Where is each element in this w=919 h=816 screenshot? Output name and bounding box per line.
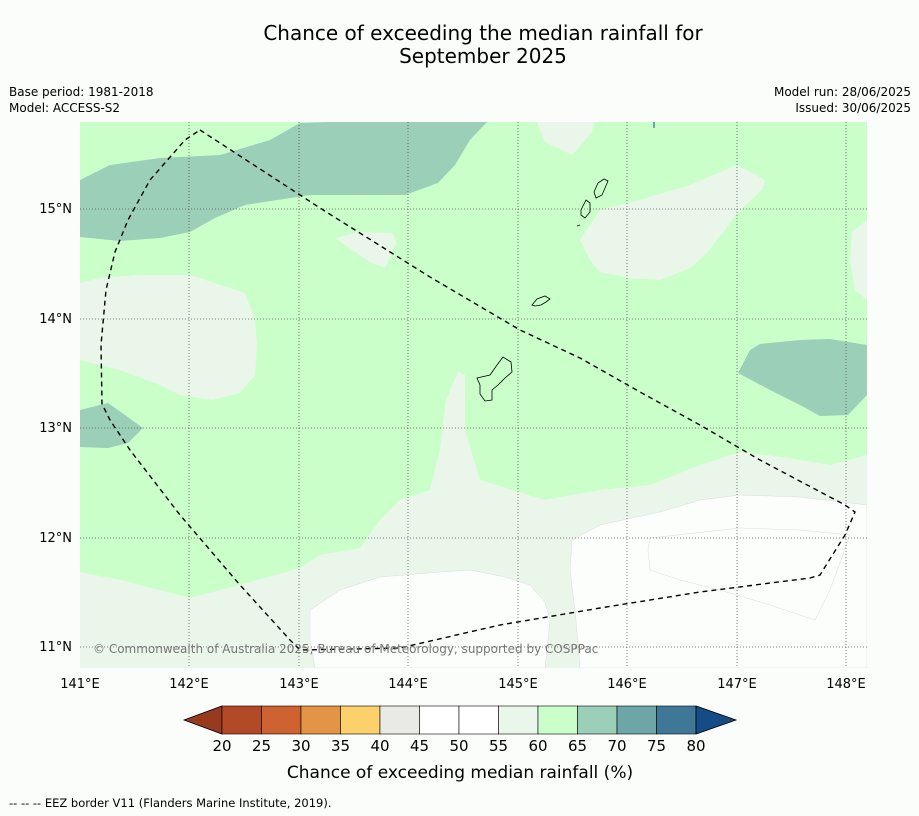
colorbar-tick-label: 70 xyxy=(607,737,626,755)
map-area: © Commonwealth of Australia 2025, Bureau… xyxy=(80,122,867,668)
contour-band-65-70-west xyxy=(80,403,143,448)
colorbar-cell xyxy=(498,705,539,735)
colorbar-cell xyxy=(379,705,420,735)
colorbar-cell xyxy=(419,705,460,735)
contour-band-55-60-northeast xyxy=(580,165,765,280)
colorbar-tick-label: 60 xyxy=(528,737,547,755)
meta-left: Base period: 1981-2018 Model: ACCESS-S2 xyxy=(9,84,154,116)
map-title: Chance of exceeding the median rainfall … xyxy=(0,22,919,68)
colorbar-cell xyxy=(616,705,657,735)
contour-band-55-60-patch xyxy=(335,232,396,268)
copyright-notice: © Commonwealth of Australia 2025, Bureau… xyxy=(93,642,598,656)
colorbar-tick-label: 55 xyxy=(489,737,508,755)
lat-tick-13: 13°N xyxy=(39,421,72,436)
colorbar-tick-label: 50 xyxy=(449,737,468,755)
lat-tick-11: 11°N xyxy=(39,640,72,655)
contour-band-70-75-speck xyxy=(653,122,655,128)
colorbar-cell xyxy=(300,705,341,735)
contour-band-50-55-south xyxy=(309,569,551,668)
lat-tick-14: 14°N xyxy=(39,312,72,327)
contour-band-50-55-inner xyxy=(647,527,851,621)
island-guam xyxy=(476,356,513,402)
lon-tick-145: 145°E xyxy=(498,677,538,692)
island-tinian xyxy=(580,199,591,219)
lon-tick-147: 147°E xyxy=(717,677,757,692)
base-period: Base period: 1981-2018 xyxy=(9,85,154,99)
title-line-2: September 2025 xyxy=(399,44,567,68)
colorbar-cell xyxy=(577,705,618,735)
island-rota xyxy=(531,295,551,307)
colorbar-cell xyxy=(221,705,262,735)
colorbar-cell xyxy=(458,705,499,735)
colorbar-tick-label: 75 xyxy=(647,737,666,755)
lon-tick-141: 141°E xyxy=(60,677,100,692)
colorbar-over-triangle xyxy=(695,705,738,735)
lon-tick-142: 142°E xyxy=(169,677,209,692)
colorbar-tick-label: 35 xyxy=(331,737,350,755)
colorbar-tick-label: 80 xyxy=(686,737,705,755)
colorbar-cell xyxy=(537,705,578,735)
title-line-1: Chance of exceeding the median rainfall … xyxy=(263,21,703,45)
contour-band-55-60-west xyxy=(80,275,257,400)
colorbar-cell xyxy=(656,705,697,735)
model-name: Model: ACCESS-S2 xyxy=(9,101,121,115)
axis-labels: 15°N 14°N 13°N 12°N 11°N 141°E 142°E 143… xyxy=(39,202,866,692)
colorbar-tick-label: 65 xyxy=(568,737,587,755)
colorbar-tick-label: 20 xyxy=(212,737,231,755)
meta-right: Model run: 28/06/2025 Issued: 30/06/2025 xyxy=(774,84,911,116)
eez-footnote: -- -- -- EEZ border V11 (Flanders Marine… xyxy=(9,796,332,810)
contour-band-55-60-east-edge xyxy=(850,220,867,300)
colorbar-tick-label: 25 xyxy=(252,737,271,755)
colorbar-cell xyxy=(340,705,381,735)
colorbar-tick-label: 45 xyxy=(410,737,429,755)
contour-band-55-60-northcenter xyxy=(537,122,594,155)
issued-date: Issued: 30/06/2025 xyxy=(795,101,911,115)
colorbar-cell xyxy=(261,705,302,735)
graticule xyxy=(80,122,867,668)
contour-band-65-70-east xyxy=(738,339,867,416)
contour-band-65-70-north xyxy=(80,122,487,241)
lon-tick-146: 146°E xyxy=(607,677,647,692)
colorbar-tick-label: 30 xyxy=(291,737,310,755)
colorbar-under-triangle xyxy=(182,705,223,735)
colorbar-label: Chance of exceeding median rainfall (%) xyxy=(287,763,633,783)
lat-tick-12: 12°N xyxy=(39,531,72,546)
lat-tick-15: 15°N xyxy=(39,202,72,217)
island-aguijan xyxy=(576,224,581,227)
lon-tick-144: 144°E xyxy=(388,677,428,692)
colorbar: 20 25 30 35 40 45 50 55 60 65 70 75 80 Chance of exc… xyxy=(182,705,738,783)
lon-tick-148: 148°E xyxy=(826,677,866,692)
model-run: Model run: 28/06/2025 xyxy=(773,85,911,99)
eez-border xyxy=(100,129,856,651)
colorbar-tick-label: 40 xyxy=(370,737,389,755)
island-saipan xyxy=(593,178,609,199)
lon-tick-143: 143°E xyxy=(279,677,319,692)
